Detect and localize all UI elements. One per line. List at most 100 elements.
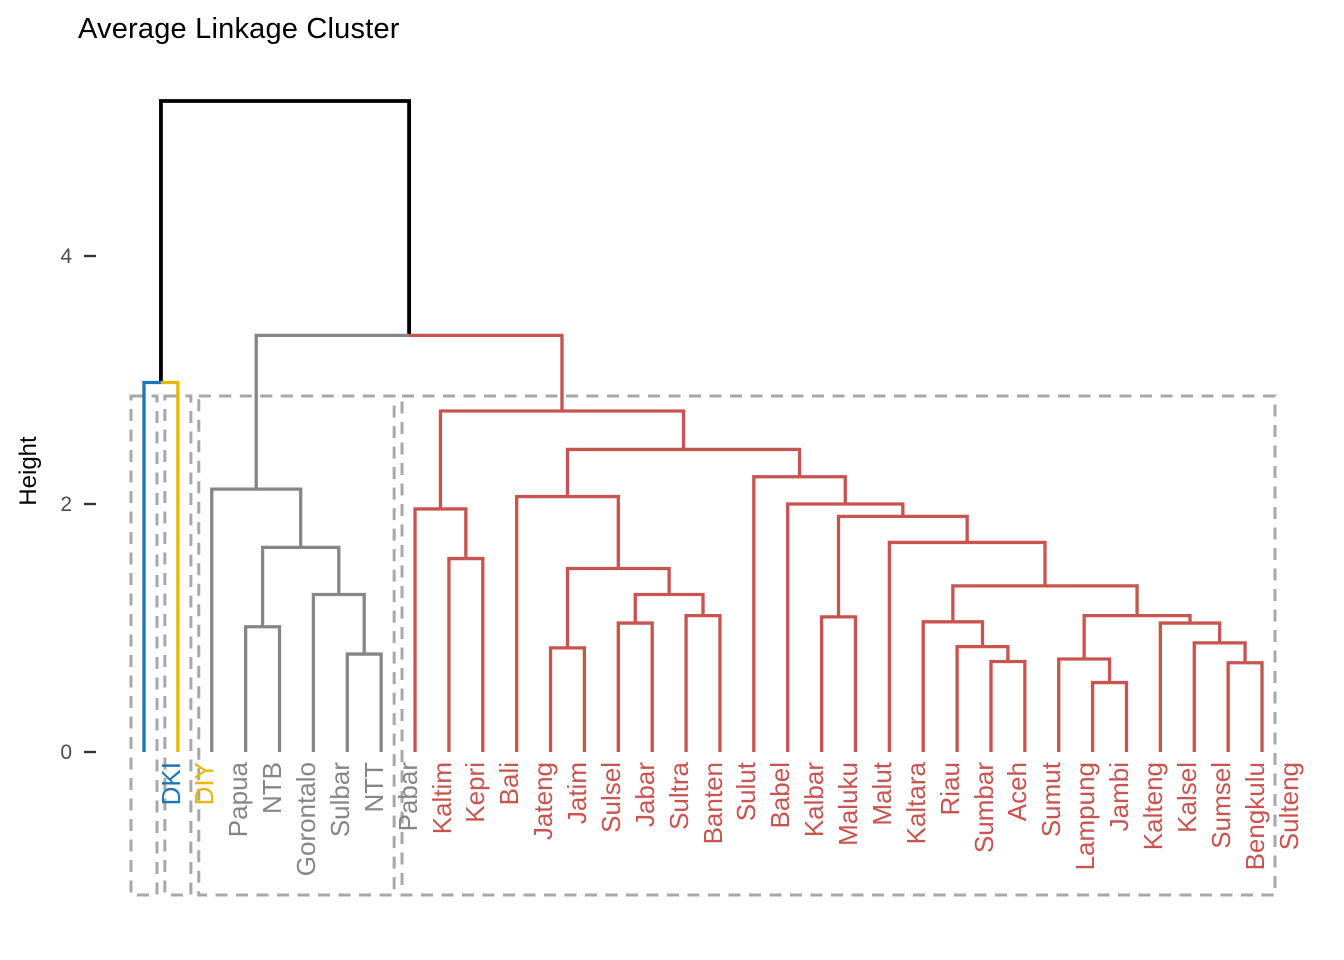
- leaf-label-NTT: NTT: [358, 762, 389, 813]
- branch-Jambi: [1090, 680, 1110, 752]
- branch: [565, 566, 619, 648]
- branch-Banten: [684, 613, 704, 752]
- branch: [256, 487, 303, 548]
- branch: [300, 545, 341, 595]
- branch-Jabar: [616, 621, 636, 752]
- cluster-box-3: [197, 394, 396, 897]
- leaf-label-Sumsel: Sumsel: [1205, 762, 1236, 849]
- leaf-label-Sumbar: Sumbar: [968, 762, 999, 854]
- branch: [799, 475, 847, 504]
- branch: [951, 584, 1045, 622]
- branch: [618, 566, 671, 595]
- branch-Kaltim: [413, 507, 441, 752]
- branch: [836, 514, 903, 617]
- y-tick-label-0: 0: [60, 741, 72, 764]
- branch: [409, 333, 564, 411]
- leaf-label-Kalteng: Kalteng: [1137, 762, 1168, 851]
- leaf-label-Kaltara: Kaltara: [900, 762, 931, 845]
- leaf-label-Sultra: Sultra: [663, 762, 694, 830]
- branch-Aceh: [989, 659, 1008, 752]
- branch-Kalsel: [1158, 621, 1191, 752]
- leaf-label-Kaltim: Kaltim: [426, 762, 457, 835]
- leaf-label-Maluku: Maluku: [833, 762, 864, 846]
- branch: [952, 620, 985, 647]
- y-tick-label-4: 4: [60, 245, 72, 268]
- branch-Sulbar: [311, 592, 339, 752]
- branch-Sumsel: [1192, 641, 1220, 752]
- cluster-box-2: [163, 394, 193, 897]
- branch-Jateng: [515, 494, 568, 752]
- branch-Sumut: [1007, 659, 1027, 752]
- leaf-label-Pabar: Pabar: [392, 762, 423, 832]
- branch-Kepri: [447, 556, 466, 752]
- leaf-label-Sulbar: Sulbar: [324, 762, 355, 838]
- branch: [1190, 621, 1222, 643]
- branch: [260, 545, 301, 627]
- leaf-label-Gorontalo: Gorontalo: [291, 762, 322, 877]
- y-tick-label-2: 2: [60, 493, 72, 516]
- leaf-label-Sulteng: Sulteng: [1273, 762, 1304, 851]
- branch-Pabar: [364, 652, 383, 752]
- leaf-label-Riau: Riau: [934, 762, 965, 816]
- leaf-label-Sumut: Sumut: [1036, 762, 1067, 838]
- leaf-label-Malut: Malut: [866, 762, 897, 826]
- branch-Sumbar: [955, 644, 983, 752]
- branch: [845, 502, 905, 517]
- branch: [159, 99, 286, 383]
- branch: [565, 447, 684, 497]
- branch: [633, 592, 670, 624]
- branch: [1082, 613, 1138, 659]
- leaf-label-Bali: Bali: [494, 762, 525, 806]
- branch-Sultra: [635, 621, 654, 752]
- leaf-label-Sulut: Sulut: [731, 762, 762, 822]
- cluster-box-1: [129, 394, 159, 897]
- branch-Kaltara: [887, 540, 968, 752]
- branch-Sulut: [703, 613, 722, 752]
- leaf-label-Aceh: Aceh: [1002, 762, 1033, 822]
- branch-Jatim: [548, 646, 568, 752]
- branch-Bengkulu: [1226, 661, 1246, 752]
- branch-Maluku: [819, 615, 839, 752]
- leaf-label-DKI: DKI: [155, 762, 186, 806]
- branch-Lampung: [1057, 657, 1085, 752]
- branch: [438, 409, 562, 509]
- leaf-label-Jambi: Jambi: [1104, 762, 1135, 832]
- branch: [285, 99, 412, 336]
- leaf-label-Lampung: Lampung: [1070, 762, 1101, 871]
- branch-NTB: [243, 625, 263, 752]
- branch-Sulteng: [1245, 661, 1264, 752]
- branch-NTT: [345, 652, 365, 752]
- branch: [440, 507, 468, 559]
- branch: [1137, 613, 1192, 624]
- branch-Babel: [752, 475, 800, 752]
- chart-title: Average Linkage Cluster: [78, 13, 400, 45]
- branch: [902, 514, 969, 543]
- branch: [338, 592, 366, 655]
- branch-Kalteng: [1109, 680, 1129, 752]
- branch-DIY: [160, 380, 180, 752]
- branch-Gorontalo: [262, 625, 282, 752]
- branch: [967, 540, 1047, 586]
- leaf-label-Kepri: Kepri: [460, 762, 491, 823]
- branch: [1219, 641, 1247, 663]
- leaf-label-Jateng: Jateng: [528, 762, 559, 841]
- branch: [567, 494, 620, 569]
- branch: [1044, 584, 1139, 616]
- leaf-label-Kalbar: Kalbar: [799, 762, 830, 838]
- leaf-label-Jabar: Jabar: [629, 762, 660, 828]
- branch: [683, 447, 802, 477]
- leaf-label-Babel: Babel: [765, 762, 796, 829]
- branch: [669, 592, 705, 616]
- branch: [254, 333, 410, 490]
- cluster-box-4: [400, 394, 1277, 897]
- leaf-label-DIY: DIY: [189, 762, 220, 806]
- leaf-label-Kalsel: Kalsel: [1171, 762, 1202, 833]
- leaf-label-NTB: NTB: [257, 762, 288, 814]
- branch-Kalbar: [786, 502, 846, 752]
- leaf-label-Jatim: Jatim: [562, 762, 593, 825]
- branch-Sulsel: [567, 646, 587, 752]
- branch-Bali: [465, 556, 485, 752]
- branch-Malut: [838, 615, 858, 752]
